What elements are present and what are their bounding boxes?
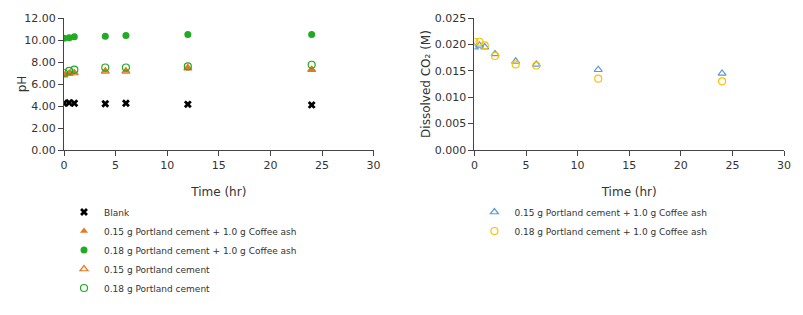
- svg-text:0.020: 0.020: [435, 38, 467, 51]
- svg-text:6.00: 6.00: [31, 78, 56, 91]
- svg-text:5: 5: [112, 159, 119, 172]
- svg-text:0.15 g Portland cement: 0.15 g Portland cement: [104, 265, 210, 275]
- svg-text:0.18 g Portland cement + 1.0 g: 0.18 g Portland cement + 1.0 g Coffee as…: [104, 246, 296, 256]
- svg-text:5: 5: [523, 159, 530, 172]
- svg-text:15: 15: [622, 159, 636, 172]
- svg-text:20: 20: [263, 159, 277, 172]
- svg-text:10: 10: [160, 159, 174, 172]
- svg-text:15: 15: [212, 159, 226, 172]
- svg-text:30: 30: [777, 159, 791, 172]
- svg-text:0.00: 0.00: [31, 144, 56, 157]
- svg-text:0.025: 0.025: [435, 12, 467, 25]
- svg-text:pH: pH: [15, 76, 29, 93]
- svg-text:25: 25: [725, 159, 739, 172]
- svg-text:2.00: 2.00: [31, 122, 56, 135]
- svg-text:0: 0: [61, 159, 68, 172]
- svg-text:4.00: 4.00: [31, 100, 56, 113]
- svg-text:30: 30: [367, 159, 381, 172]
- svg-text:0.18 g Portland cement + 1.0 g: 0.18 g Portland cement + 1.0 g Coffee as…: [514, 227, 706, 237]
- svg-text:10: 10: [571, 159, 585, 172]
- svg-text:0.18 g Portland cement: 0.18 g Portland cement: [104, 284, 210, 294]
- svg-text:20: 20: [674, 159, 688, 172]
- svg-text:Dissolved CO₂ (M): Dissolved CO₂ (M): [419, 30, 433, 138]
- svg-text:0.000: 0.000: [435, 144, 467, 157]
- svg-text:12.00: 12.00: [24, 12, 56, 25]
- svg-text:0.15 g Portland cement + 1.0 g: 0.15 g Portland cement + 1.0 g Coffee as…: [104, 227, 296, 237]
- svg-text:0.010: 0.010: [435, 91, 467, 104]
- svg-text:0.015: 0.015: [435, 65, 467, 78]
- svg-text:Blank: Blank: [104, 208, 130, 218]
- svg-text:Time (hr): Time (hr): [601, 185, 657, 199]
- svg-text:0.15 g Portland cement + 1.0 g: 0.15 g Portland cement + 1.0 g Coffee as…: [514, 208, 706, 218]
- svg-text:Time (hr): Time (hr): [190, 185, 246, 199]
- svg-text:0.005: 0.005: [435, 117, 467, 130]
- svg-text:8.00: 8.00: [31, 56, 56, 69]
- svg-text:25: 25: [315, 159, 329, 172]
- svg-text:10.00: 10.00: [24, 34, 56, 47]
- svg-text:0: 0: [471, 159, 478, 172]
